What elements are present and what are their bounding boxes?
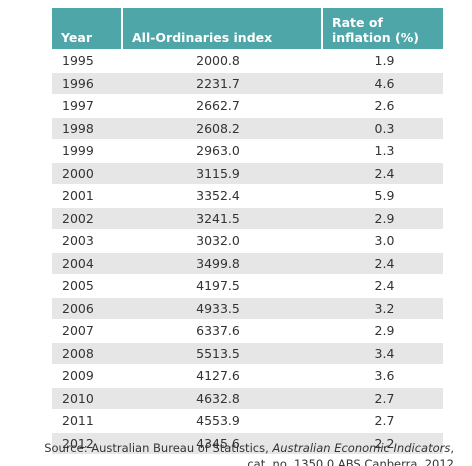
table-cell: 2008 (52, 341, 122, 365)
table-row: 2003 3032.0 3.0 (52, 229, 443, 252)
table-cell: 1.9 (322, 49, 443, 72)
table-cell: 1.3 (322, 139, 443, 162)
header-row: Year All-Ordinaries index Rate of inflatio… (52, 8, 443, 50)
table-row: 2012 4345.6 2.2 (52, 431, 443, 454)
table-row: 2005 4197.5 2.4 (52, 274, 443, 297)
table-cell: 3.6 (322, 364, 443, 387)
table-cell: 2007 (52, 319, 122, 342)
table-cell: 3.2 (322, 296, 443, 320)
table-cell: 3032.0 (122, 229, 322, 252)
table-cell: 2.4 (322, 251, 443, 275)
table-cell: 2002 (52, 206, 122, 230)
table-row: 2006 4933.5 3.2 (52, 296, 443, 320)
table-row: 1998 2608.2 0.3 (52, 116, 443, 140)
table-cell: 2010 (52, 386, 122, 410)
table-cell: 3.4 (322, 341, 443, 365)
header-cell: Year (52, 8, 122, 50)
table-cell: 3352.4 (122, 184, 322, 207)
table-cell: 4345.6 (122, 431, 322, 454)
table-cell: 2006 (52, 296, 122, 320)
table-body: 1995 2000.8 1.9 1996 2231.7 4.6 1997 2662.7 2.6 1… (52, 49, 443, 454)
table-cell: 1997 (52, 94, 122, 117)
table-row: 1997 2662.7 2.6 (52, 94, 443, 117)
table-cell: 3241.5 (122, 206, 322, 230)
table-row: 2010 4632.8 2.7 (52, 386, 443, 410)
table-cell: 2608.2 (122, 116, 322, 140)
table-cell: 2000 (52, 161, 122, 185)
table-row: 2011 4553.9 2.7 (52, 409, 443, 432)
table-row: 2007 6337.6 2.9 (52, 319, 443, 342)
table-cell: 3115.9 (122, 161, 322, 185)
table-row: 2000 3115.9 2.4 (52, 161, 443, 185)
table-row: 1995 2000.8 1.9 (52, 49, 443, 72)
source-note: Source: Australian Bureau of Statistics,… (34, 440, 454, 466)
table-row: 2002 3241.5 2.9 (52, 206, 443, 230)
table-cell: 2.6 (322, 94, 443, 117)
table-cell: 2003 (52, 229, 122, 252)
source-title: Australian Economic Indicators (272, 441, 451, 455)
table-cell: 5513.5 (122, 341, 322, 365)
table-cell: 0.3 (322, 116, 443, 140)
header-cell: Rate of inflation (%) (321, 8, 443, 50)
table-cell: 4933.5 (122, 296, 322, 320)
table-cell: 2231.7 (122, 71, 322, 95)
table-cell: 2009 (52, 364, 122, 387)
table-cell: 2005 (52, 274, 122, 297)
table-cell: 5.9 (322, 184, 443, 207)
table-row: 1996 2231.7 4.6 (52, 71, 443, 95)
table-cell: 2004 (52, 251, 122, 275)
table-cell: 4632.8 (122, 386, 322, 410)
table-row: 2008 5513.5 3.4 (52, 341, 443, 365)
header-cell: All-Ordinaries index (121, 8, 322, 50)
table-cell: 4553.9 (122, 409, 322, 432)
table-cell: 4197.5 (122, 274, 322, 297)
source-suffix: , cat. no. 1350.0 ABS Canberra, 2012 (247, 441, 454, 466)
table-row: 1999 2963.0 1.3 (52, 139, 443, 162)
table-cell: 3.0 (322, 229, 443, 252)
table-cell: 2.4 (322, 274, 443, 297)
table-cell: 1999 (52, 139, 122, 162)
table-cell: 2.9 (322, 319, 443, 342)
table-cell: 4127.6 (122, 364, 322, 387)
table-cell: 2.7 (322, 409, 443, 432)
table-cell: 2011 (52, 409, 122, 432)
table-cell: 4.6 (322, 71, 443, 95)
table-cell: 2001 (52, 184, 122, 207)
table-cell: 2000.8 (122, 49, 322, 72)
table-cell: 1996 (52, 71, 122, 95)
table-row: 2009 4127.6 3.6 (52, 364, 443, 387)
table-row: 2004 3499.8 2.4 (52, 251, 443, 275)
table-cell: 2.7 (322, 386, 443, 410)
table-cell: 2.2 (322, 431, 443, 454)
source-prefix: Source: Australian Bureau of Statistics, (44, 441, 269, 455)
table-cell: 3499.8 (122, 251, 322, 275)
table-row: 2001 3352.4 5.9 (52, 184, 443, 207)
table-cell: 2.4 (322, 161, 443, 185)
table-cell: 1998 (52, 116, 122, 140)
table-cell: 2.9 (322, 206, 443, 230)
table-cell: 2963.0 (122, 139, 322, 162)
table-cell: 6337.6 (122, 319, 322, 342)
table-cell: 1995 (52, 49, 122, 72)
data-table: Year All-Ordinaries index Rate of inflatio… (52, 8, 443, 454)
table-cell: 2662.7 (122, 94, 322, 117)
table-cell: 2012 (52, 431, 122, 454)
